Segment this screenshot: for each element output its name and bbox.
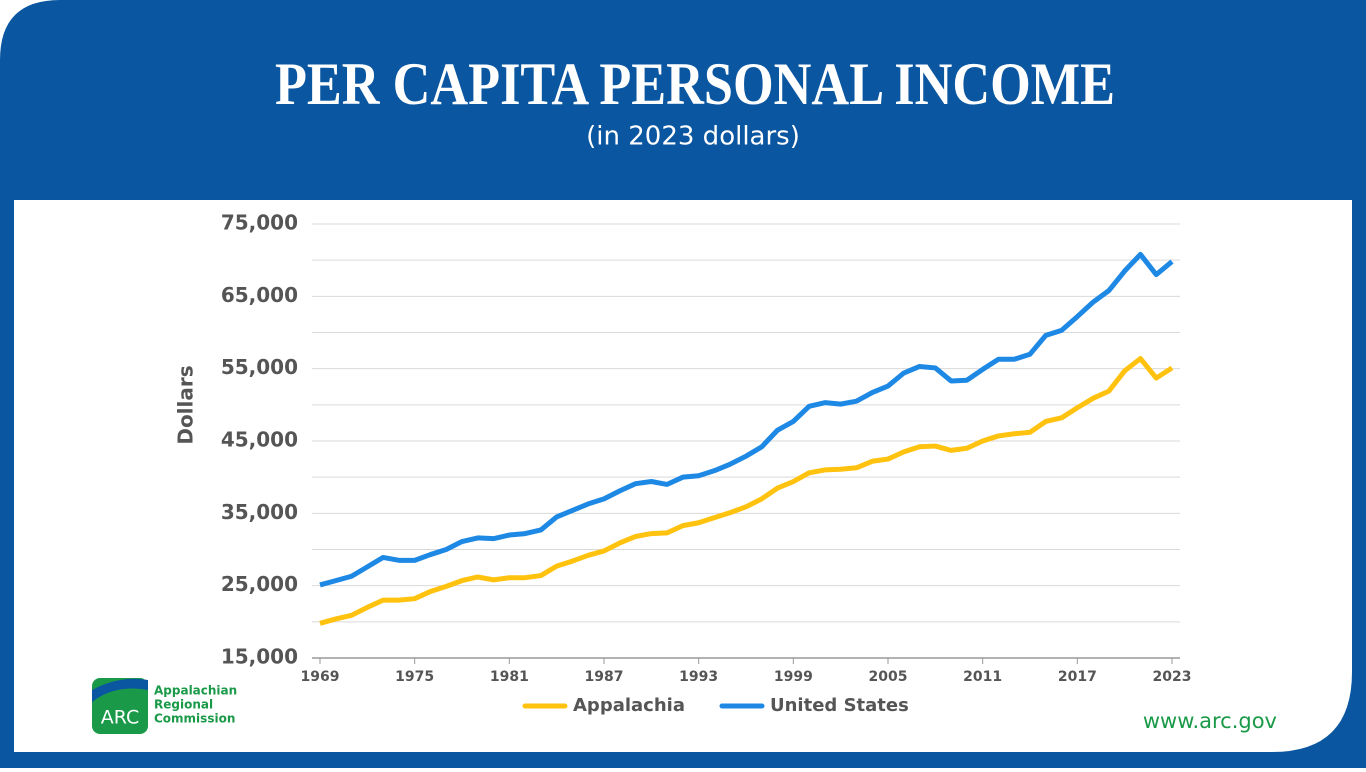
y-tick-label: 45,000	[221, 428, 298, 452]
y-tick-label: 25,000	[221, 572, 298, 596]
logo-swoosh	[92, 678, 148, 702]
x-tick-label: 1969	[301, 669, 340, 685]
x-tick-label: 2005	[869, 669, 908, 685]
logo: ARC Appalachian Regional Commission	[92, 678, 237, 734]
x-tick-label: 2011	[963, 669, 1002, 685]
y-tick-label: 35,000	[221, 500, 298, 524]
site-url: www.arc.gov	[1143, 709, 1277, 733]
series-line	[319, 251, 1174, 588]
y-tick-label: 75,000	[221, 211, 298, 235]
x-tick-label: 2023	[1153, 669, 1192, 685]
logo-text: Commission	[154, 712, 235, 726]
x-tick-label: 1981	[490, 669, 529, 685]
y-tick-label: 55,000	[221, 355, 298, 379]
x-tick-label: 1993	[679, 669, 718, 685]
legend-label: United States	[770, 695, 909, 716]
y-tick-label: 15,000	[221, 645, 298, 669]
x-tick-label: 1975	[395, 669, 434, 685]
chart-title: PER CAPITA PERSONAL INCOME	[275, 51, 1115, 117]
x-tick-label: 1987	[585, 669, 624, 685]
y-tick-label: 65,000	[221, 283, 298, 307]
logo-mark: ARC	[101, 707, 140, 729]
series-line	[319, 356, 1174, 626]
logo-text: Regional	[154, 698, 213, 712]
logo-text: Appalachian	[154, 684, 237, 698]
y-axis-label: Dollars	[174, 365, 198, 444]
legend-label: Appalachia	[573, 695, 685, 716]
chart-subtitle: (in 2023 dollars)	[586, 122, 800, 152]
x-tick-label: 1999	[774, 669, 813, 685]
x-tick-label: 2017	[1058, 669, 1097, 685]
